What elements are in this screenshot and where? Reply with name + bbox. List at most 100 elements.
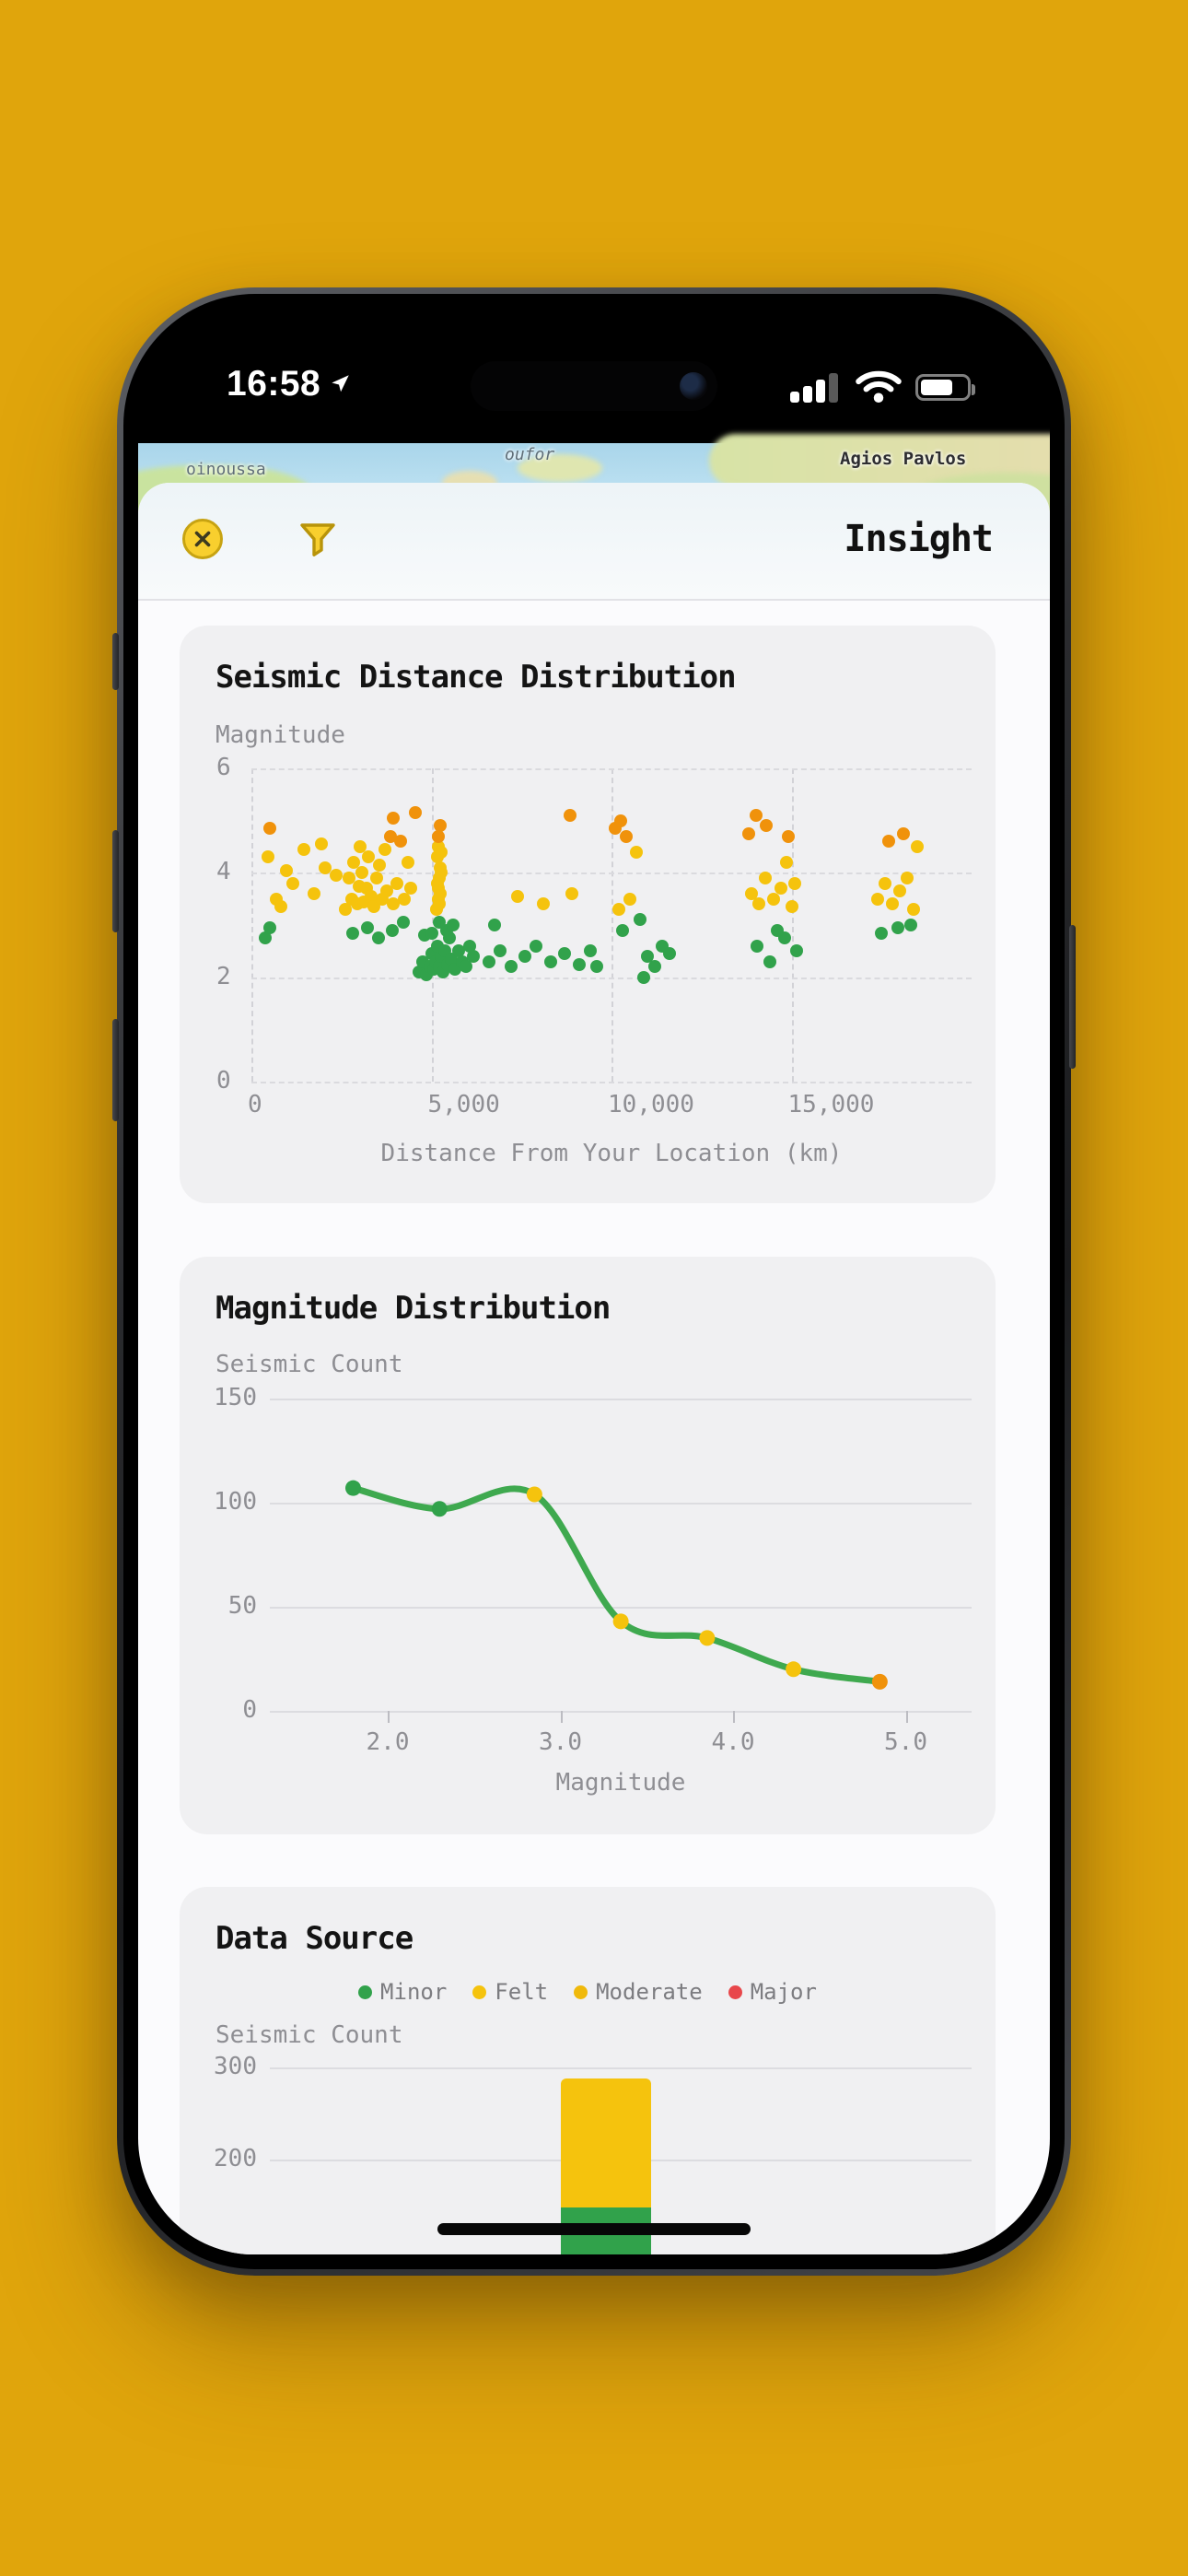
scatter-point [879,876,892,890]
scatter-point [430,876,444,890]
horizontal-gridline [251,872,972,875]
scatter-point [623,892,636,906]
y-axis-title: Seismic Count [215,1351,403,1378]
scatter-point [393,835,407,849]
scatter-point [504,960,518,974]
scatter-point [258,931,272,945]
legend-label: Moderate [596,1979,703,2005]
filter-funnel-icon [300,523,335,556]
scatter-point [781,829,795,843]
scatter-point [630,845,644,859]
scatter-point [378,842,391,856]
scatter-point [280,863,294,877]
scatter-point [365,889,379,903]
line-path [350,1484,883,1685]
scatter-point [583,944,597,958]
scatter-point [297,842,310,856]
scatter-point [362,850,376,864]
y-axis-tick-label: 50 [227,1592,257,1620]
scatter-point [385,923,399,937]
x-axis-tick-mark [905,1711,908,1723]
legend-label: Major [750,1979,817,2005]
x-axis-tick-mark [388,1711,390,1723]
scatter-point [261,850,274,864]
y-axis-tick-label: 0 [242,1696,257,1724]
scatter-point [360,920,374,934]
x-axis-tick-label: 4.0 [711,1728,755,1756]
scatter-point [372,858,386,872]
scatter-point [403,882,417,896]
scatter-point [443,931,457,945]
scatter-plot [251,768,972,1083]
legend-color-dot [574,1985,588,1999]
scatter-point [615,923,629,937]
volume-down-button[interactable] [112,1019,119,1121]
line-point [526,1486,542,1503]
scatter-point [343,872,356,884]
scatter-point [435,845,448,859]
magnitude-distribution-card: Magnitude Distribution Seismic Count Mag… [180,1257,996,1834]
x-axis-tick-mark [733,1711,735,1723]
map-place-label: oinoussa [186,460,266,479]
power-button[interactable] [1069,925,1076,1069]
scatter-point [752,897,766,911]
scatter-point [891,920,904,934]
page-title: Insight [844,518,994,560]
scatter-point [315,837,329,851]
legend-item: Major [728,1979,817,2005]
horizontal-gridline [270,1399,972,1400]
card-title: Data Source [215,1920,413,1957]
x-axis-tick-label: 10,000 [608,1091,694,1118]
scatter-point [790,944,804,958]
vertical-gridline [251,768,253,1082]
scatter-point [907,903,921,916]
scatter-point [396,916,410,930]
battery-nub [972,383,975,395]
scatter-point [758,872,772,884]
x-axis-title: Magnitude [555,1769,686,1797]
close-button[interactable] [181,517,225,561]
scatter-point [380,884,394,898]
insight-sheet[interactable]: Insight Seismic Distance Distribution Ma… [138,483,1050,2254]
mute-switch[interactable] [112,633,119,690]
scatter-point [885,897,899,911]
scatter-point [529,939,542,953]
scatter-point [882,835,896,849]
scatter-point [903,919,917,931]
scatter-point [745,887,759,900]
scatter-point [274,900,288,914]
x-axis-tick-label: 5,000 [427,1091,500,1118]
volume-up-button[interactable] [112,830,119,932]
clock: 16:58 [227,364,321,404]
map-place-label: Agios Pavlos [840,449,967,469]
location-arrow-icon [332,375,349,392]
scatter-point [447,919,460,931]
scatter-point [346,926,360,940]
scatter-point [460,960,473,974]
scatter-point [408,806,422,820]
legend-label: Felt [495,1979,549,2005]
y-axis-tick-label: 150 [214,1384,257,1411]
home-indicator[interactable] [437,2223,751,2235]
close-icon [182,519,223,559]
phone-bezel: 16:58 [123,294,1065,2269]
scatter-point [466,950,480,963]
scatter-point [620,829,634,843]
chart-legend: Minor Felt Moderate Major [180,1979,996,2005]
y-axis-title: Seismic Count [215,2021,403,2049]
y-axis-tick-label: 0 [216,1067,231,1095]
scatter-point [760,819,774,833]
scatter-point [785,900,798,914]
horizontal-gridline [270,1503,972,1505]
filter-button[interactable] [296,517,340,561]
x-axis-tick-label: 0 [248,1091,262,1118]
horizontal-gridline [251,977,972,979]
scatter-point [371,931,385,945]
scatter-point [892,884,906,898]
scatter-point [774,882,787,896]
iphone-mockup: 16:58 [112,287,1076,2276]
scatter-point [262,822,276,836]
scatter-point [387,811,401,825]
scatter-point [770,923,784,937]
scatter-point [433,916,447,930]
